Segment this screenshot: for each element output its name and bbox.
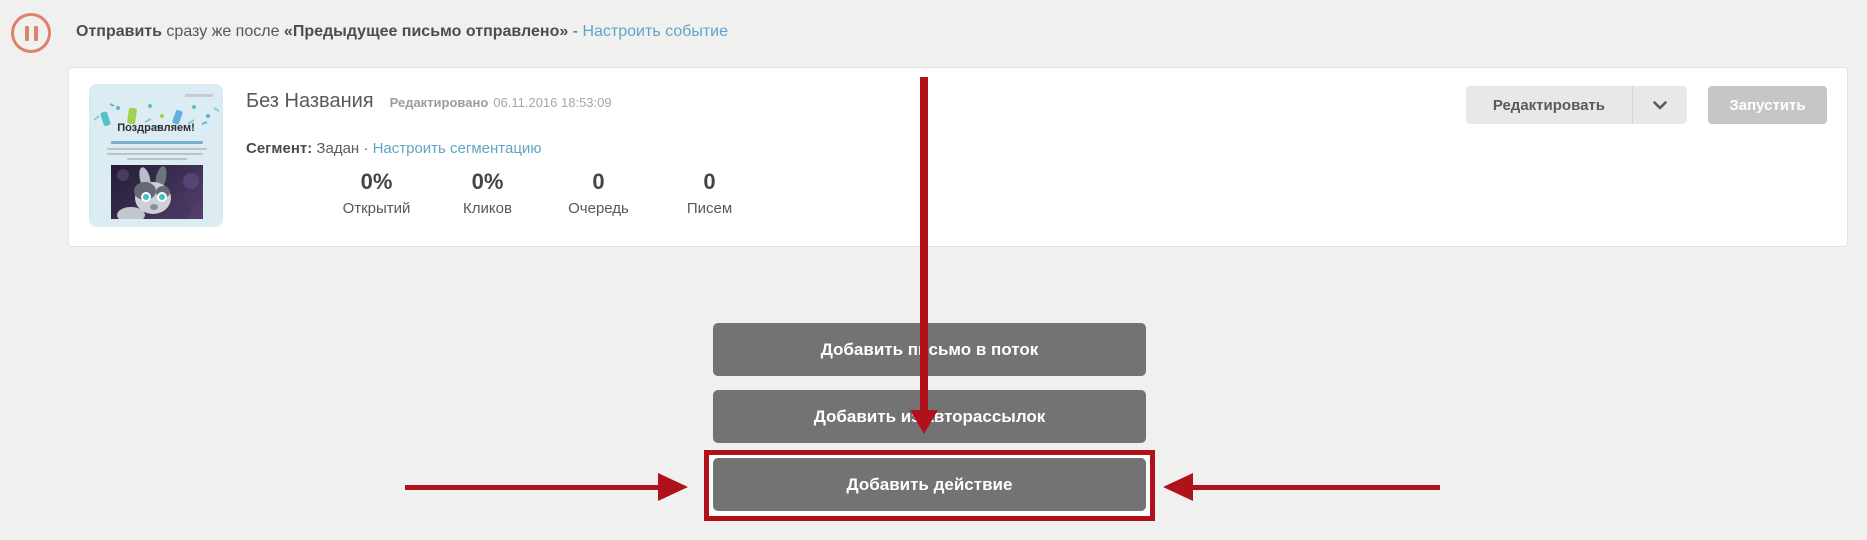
configure-event-link[interactable]: Настроить событие [582,23,728,40]
segment-value: Задан [312,140,364,157]
configure-segmentation-link[interactable]: Настроить сегментацию [372,140,542,157]
add-action-button[interactable]: Добавить действие [713,458,1146,511]
stat-label: Очередь [568,200,629,217]
stat-value: 0 [703,169,716,194]
pause-icon [24,25,29,41]
campaign-stats: 0% Открытий 0% Кликов 0 Очередь 0 Писем [321,168,765,217]
dash-separator: - [568,23,583,40]
flow-trigger-rule: Отправить сразу же после «Предыдущее пис… [76,20,728,44]
segment-row: Сегмент: Задан · Настроить сегментацию [246,140,542,157]
dot-separator: · [363,140,373,157]
stat-emails: 0 Писем [654,168,765,217]
stat-clicks: 0% Кликов [432,168,543,217]
campaign-title-row: Без Названия Редактировано 06.11.2016 18… [246,90,612,113]
stat-value: 0 [592,169,605,194]
launch-button[interactable]: Запустить [1708,86,1827,124]
add-email-to-flow-button[interactable]: Добавить письмо в поток [713,323,1146,376]
annotation-highlight-box: Добавить действие [704,450,1155,521]
pause-icon [33,25,38,41]
edited-timestamp: 06.11.2016 18:53:09 [493,95,612,110]
stat-value: 0% [471,169,504,194]
arrow-left-icon [1163,473,1193,501]
thumbnail-text-line [127,158,187,160]
button-divider [1632,86,1633,124]
thumbnail-bunny-image [111,165,203,219]
email-preview-thumbnail[interactable]: Поздравляем! [89,84,223,227]
thumbnail-text-line [107,148,207,150]
edit-dropdown-button[interactable] [1633,86,1687,124]
arrow-right-icon [658,473,688,501]
edited-label: Редактировано [389,95,489,110]
campaign-card: Поздравляем! [68,67,1848,247]
arrow-down-icon [910,410,938,434]
pause-flow-button[interactable] [11,13,51,53]
confetti-decoration [93,103,220,129]
arrow-down-line [920,77,928,412]
trigger-action-label: Отправить [76,23,162,40]
stat-label: Открытий [342,200,411,217]
trigger-connector-text: сразу же после [161,23,284,40]
segment-label: Сегмент: [246,140,313,157]
thumbnail-text-line [111,141,203,144]
trigger-event-name: «Предыдущее письмо отправлено» [283,23,569,40]
stat-value: 0% [360,169,393,194]
thumbnail-email-title: Поздравляем! [117,122,195,134]
arrow-right-line [405,485,658,490]
campaign-title: Без Названия [246,90,374,112]
arrow-left-line [1193,485,1440,490]
stat-label: Кликов [463,200,512,217]
thumbnail-text-line [107,153,203,155]
edit-button[interactable]: Редактировать [1466,86,1632,124]
stat-label: Писем [686,200,733,217]
thumbnail-meta-text [185,94,213,97]
edit-button-group: Редактировать [1465,86,1687,124]
chevron-down-icon [1653,100,1667,109]
stat-opens: 0% Открытий [321,168,432,217]
stat-queue: 0 Очередь [543,168,654,217]
